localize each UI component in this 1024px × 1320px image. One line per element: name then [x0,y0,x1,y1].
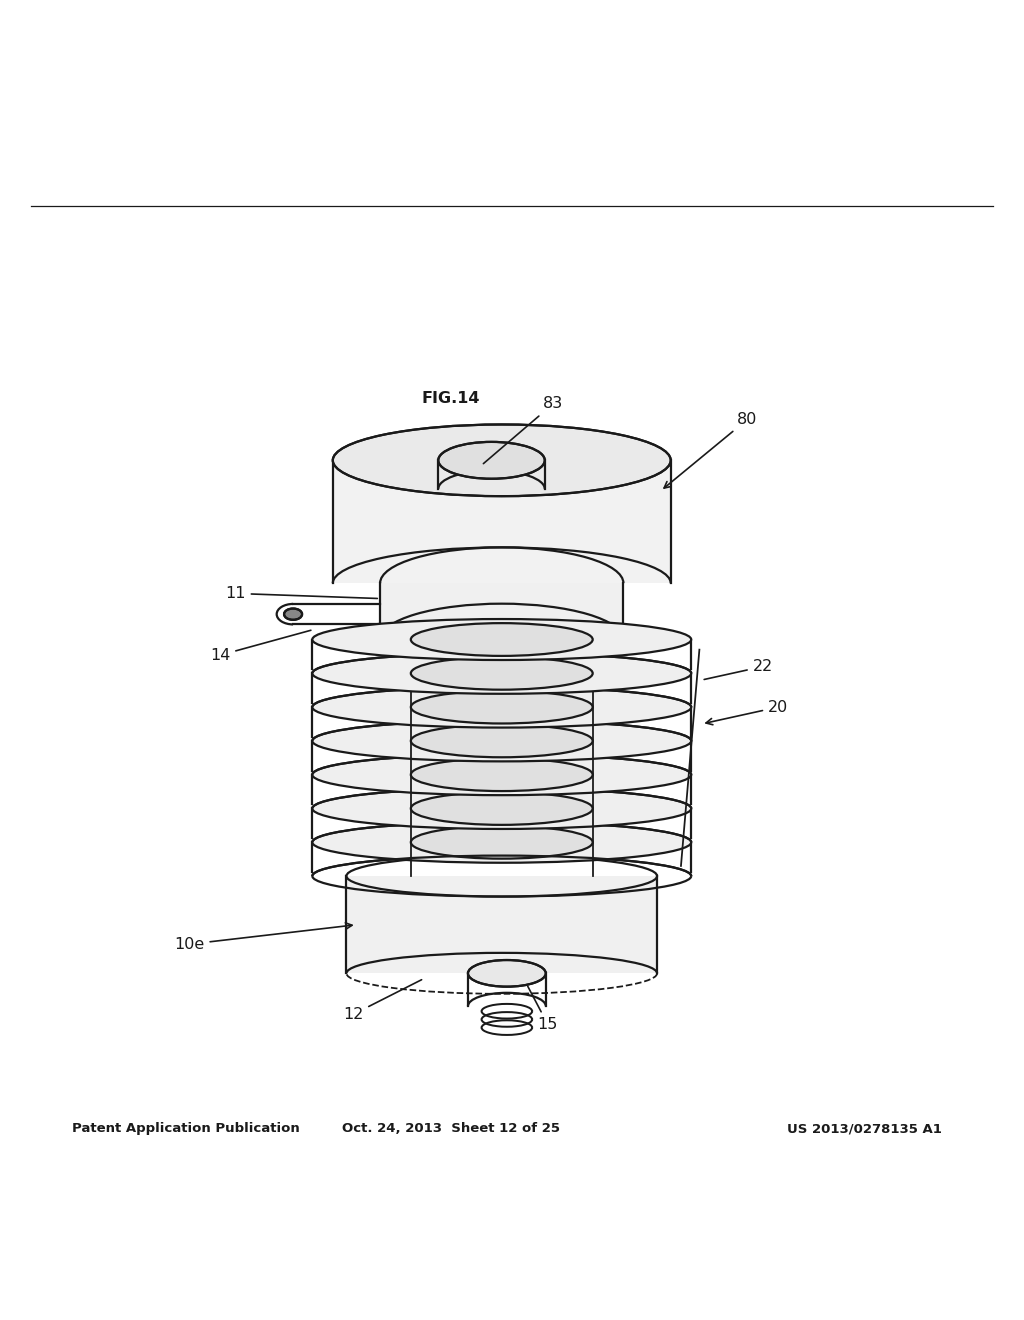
Ellipse shape [312,619,691,660]
Ellipse shape [411,657,593,689]
Ellipse shape [333,425,671,496]
Ellipse shape [411,792,593,825]
Text: 14: 14 [210,630,311,663]
Text: 20: 20 [706,700,788,725]
Ellipse shape [468,960,546,986]
Ellipse shape [411,690,593,723]
Ellipse shape [312,788,691,829]
Ellipse shape [438,442,545,479]
Polygon shape [346,876,657,973]
Text: 12: 12 [343,979,422,1022]
Text: 80: 80 [664,412,758,488]
Polygon shape [380,583,624,639]
Ellipse shape [312,822,691,863]
Ellipse shape [411,758,593,791]
Text: Oct. 24, 2013  Sheet 12 of 25: Oct. 24, 2013 Sheet 12 of 25 [342,1122,559,1135]
Text: 15: 15 [527,986,558,1032]
Ellipse shape [411,826,593,858]
Text: FIG.14: FIG.14 [421,391,480,407]
Text: 11: 11 [225,586,377,601]
Ellipse shape [312,754,691,795]
Ellipse shape [312,686,691,727]
Text: 22: 22 [705,659,773,680]
Ellipse shape [284,609,302,620]
Text: US 2013/0278135 A1: US 2013/0278135 A1 [787,1122,942,1135]
Polygon shape [333,461,671,583]
Ellipse shape [312,653,691,694]
Ellipse shape [312,721,691,762]
Ellipse shape [411,725,593,758]
Ellipse shape [411,623,593,656]
Text: 10e: 10e [174,923,352,952]
Text: Patent Application Publication: Patent Application Publication [72,1122,299,1135]
Text: 83: 83 [483,396,563,463]
